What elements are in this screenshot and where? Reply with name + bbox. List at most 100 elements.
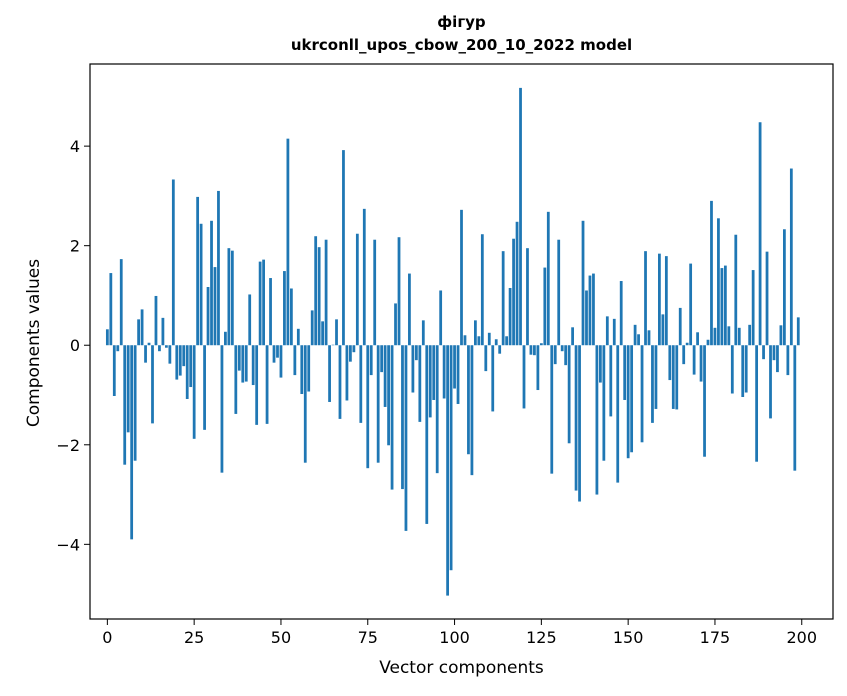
bar	[397, 237, 401, 346]
bar	[428, 345, 432, 418]
bar	[501, 251, 505, 346]
bar	[380, 345, 384, 373]
bar	[171, 179, 175, 346]
bar	[772, 345, 776, 361]
bar	[296, 328, 300, 346]
bar	[571, 327, 574, 346]
bar	[154, 295, 158, 346]
bar	[258, 261, 262, 346]
bar	[324, 239, 328, 346]
bar	[321, 321, 325, 346]
bar	[751, 270, 755, 346]
bar	[671, 345, 675, 409]
bar	[734, 234, 738, 346]
bar	[658, 253, 661, 346]
bar	[220, 345, 224, 473]
bar	[581, 220, 585, 346]
bar	[338, 345, 342, 419]
bar	[585, 290, 588, 346]
bar	[366, 345, 370, 469]
bar	[217, 190, 220, 346]
y-axis-label: Components values	[24, 258, 44, 428]
bar	[116, 345, 120, 352]
bar	[543, 267, 547, 346]
bar	[567, 345, 571, 444]
bar	[519, 87, 522, 346]
bar	[678, 307, 682, 346]
bar	[730, 345, 734, 394]
x-tick-label: 175	[700, 628, 731, 647]
x-tick-label: 125	[526, 628, 557, 647]
bar	[546, 211, 550, 346]
bar	[137, 319, 140, 346]
bar	[727, 326, 731, 346]
bar	[692, 345, 696, 375]
bar	[342, 150, 345, 346]
bar	[491, 345, 495, 412]
bar	[789, 168, 793, 346]
bar	[651, 345, 654, 423]
bar	[234, 345, 238, 414]
bar	[449, 345, 453, 571]
y-tick-label: −4	[56, 535, 80, 554]
bar	[123, 345, 127, 465]
bar	[262, 259, 265, 346]
bar	[539, 343, 543, 346]
bar	[644, 251, 647, 346]
bar	[158, 345, 161, 352]
bar	[192, 345, 196, 439]
bar	[512, 238, 515, 346]
bar	[664, 256, 668, 346]
bar	[425, 345, 429, 524]
bar	[710, 200, 713, 346]
bar	[310, 310, 314, 346]
bar	[161, 317, 165, 346]
bar	[401, 345, 404, 490]
bar	[147, 342, 151, 346]
bar	[303, 345, 307, 463]
bar	[369, 345, 373, 376]
bar	[300, 345, 304, 395]
x-tick-label: 100	[439, 628, 470, 647]
bar	[626, 345, 630, 459]
bar	[164, 345, 168, 348]
bar	[682, 345, 686, 365]
bar	[251, 345, 255, 386]
y-tick-label: 2	[70, 237, 80, 256]
bar	[286, 138, 290, 346]
bar	[522, 345, 526, 409]
bar	[550, 345, 554, 474]
bar	[373, 239, 377, 346]
bar	[269, 278, 272, 346]
bar	[376, 345, 380, 463]
bar	[717, 218, 720, 346]
bar	[592, 273, 595, 346]
bar	[359, 345, 363, 423]
bar	[796, 317, 800, 346]
bar	[720, 268, 724, 346]
bar	[185, 345, 189, 399]
y-tick-label: 0	[70, 336, 80, 355]
bar	[317, 247, 321, 346]
bar	[758, 122, 762, 346]
x-tick-label: 25	[184, 628, 204, 647]
bar	[439, 290, 443, 346]
bar	[460, 209, 463, 346]
bar	[289, 288, 293, 346]
bar	[647, 330, 651, 346]
bar	[463, 335, 467, 346]
bar	[293, 345, 297, 376]
bar	[474, 320, 477, 346]
bar	[178, 345, 182, 376]
bar	[703, 345, 706, 457]
bar	[244, 345, 248, 382]
bar	[630, 345, 634, 453]
bar	[578, 345, 581, 502]
bar	[248, 294, 252, 346]
bar	[352, 345, 356, 353]
chart-title-line-1: фігур	[437, 13, 486, 31]
bar	[769, 345, 772, 419]
bar	[213, 267, 217, 346]
